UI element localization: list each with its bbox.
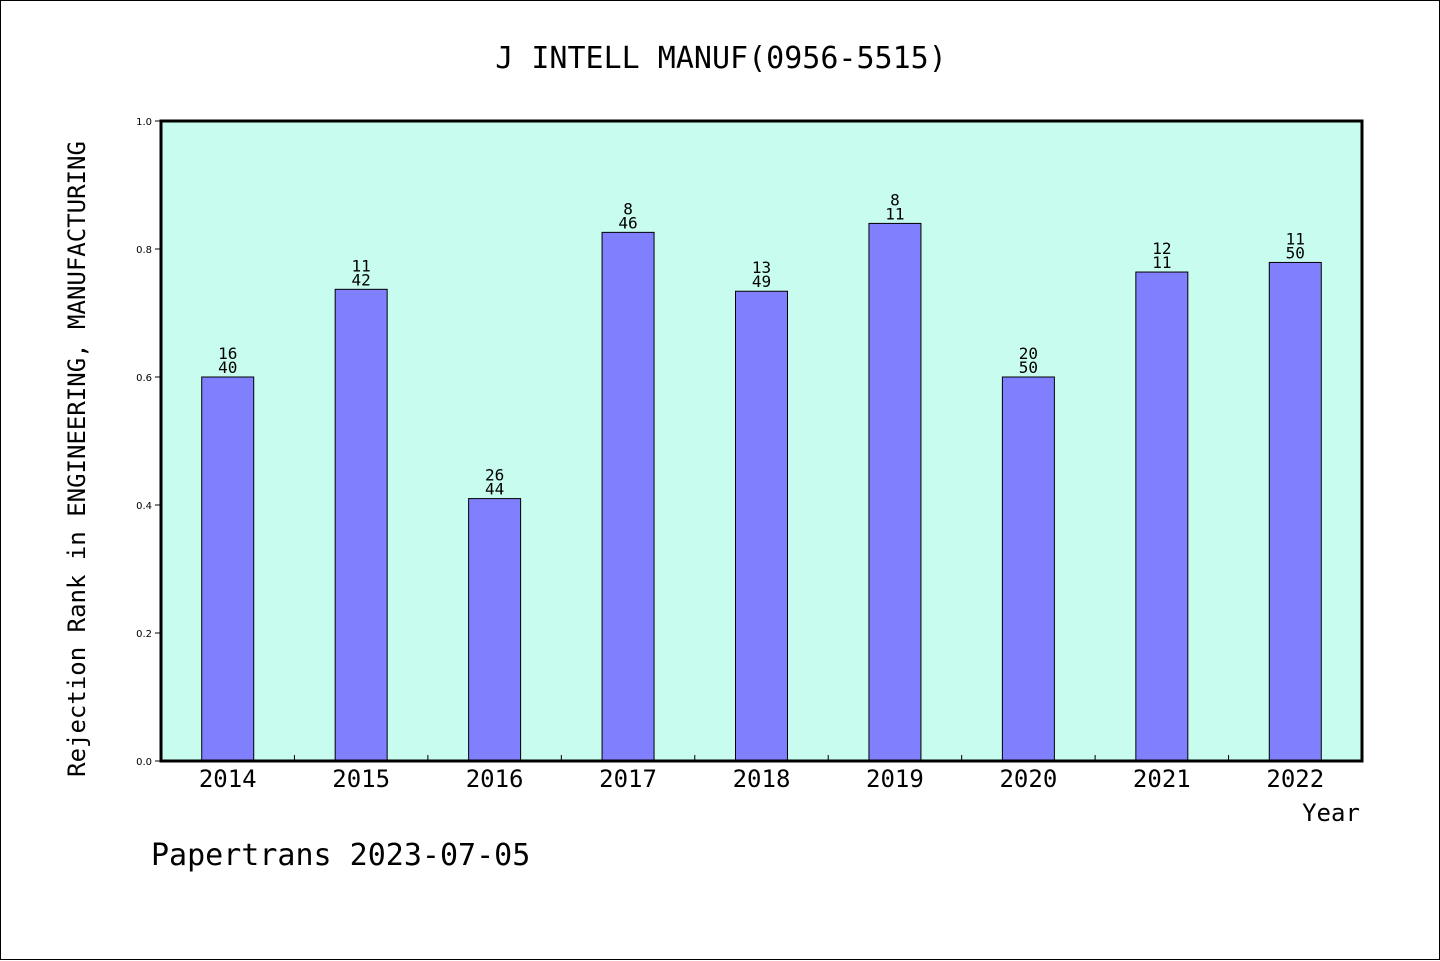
bar-total-label: 46 (618, 213, 637, 232)
x-tick-label: 2019 (866, 765, 924, 793)
chart-title: J INTELL MANUF(0956-5515) (495, 41, 947, 76)
y-tick-label: 0.2 (136, 629, 152, 640)
bar-rank-label: 26 (485, 466, 504, 485)
bar-total-label: 42 (352, 270, 371, 289)
y-axis: 0.0 0.2 0.4 0.6 0.8 1.0 (136, 117, 161, 768)
bar-rank-label: 13 (752, 258, 771, 277)
bar-rank-label: 8 (623, 199, 633, 218)
x-tick-label: 2016 (466, 765, 524, 793)
x-tick-label: 2017 (599, 765, 657, 793)
y-tick-label: 0.4 (136, 501, 152, 512)
bar-2021 (1135, 271, 1189, 762)
bar-total-label: 11 (885, 204, 904, 223)
bar-rank-label: 12 (1152, 239, 1171, 258)
bar-2018 (735, 290, 788, 762)
bar-2022 (1268, 261, 1322, 762)
bar-total-label: 40 (218, 358, 237, 377)
x-axis-label: Year (1302, 799, 1360, 827)
bar-rank-label: 11 (352, 256, 371, 275)
bar-total-label: 49 (752, 272, 771, 291)
x-tick-label: 2015 (332, 765, 390, 793)
bar-2020 (1001, 376, 1055, 762)
bar-rank-label: 16 (218, 344, 237, 363)
bar-total-label: 11 (1152, 253, 1171, 272)
bar-rank-label: 20 (1019, 344, 1038, 363)
x-axis: 2014 2015 2016 2017 2018 2019 2020 2021 2022 (199, 755, 1324, 793)
x-tick-label: 2014 (199, 765, 257, 793)
y-tick-label: 0.0 (136, 757, 152, 768)
bar-total-label: 50 (1286, 243, 1305, 262)
plot-border (159, 119, 1364, 763)
x-tick-label: 2022 (1266, 765, 1324, 793)
x-tick-label: 2018 (733, 765, 791, 793)
footer-text: Papertrans 2023-07-05 (151, 838, 530, 873)
bar-rank-label: 8 (890, 190, 900, 209)
bar-total-label: 44 (485, 480, 504, 499)
bar-2015 (334, 288, 388, 762)
x-tick-label: 2021 (1133, 765, 1191, 793)
y-axis-label: Rejection Rank in ENGINEERING, MANUFACTU… (63, 141, 91, 777)
y-tick-label: 0.6 (136, 373, 152, 384)
x-tick-label: 2020 (999, 765, 1057, 793)
y-tick-label: 1.0 (136, 117, 152, 128)
bar-total-label: 50 (1019, 358, 1038, 377)
bar-rank-label: 11 (1286, 229, 1305, 248)
bar-2017 (601, 231, 655, 762)
bar-2014 (201, 376, 255, 762)
bar-2016 (468, 498, 522, 762)
y-tick-label: 0.8 (136, 245, 152, 256)
bar-2019 (868, 222, 922, 762)
